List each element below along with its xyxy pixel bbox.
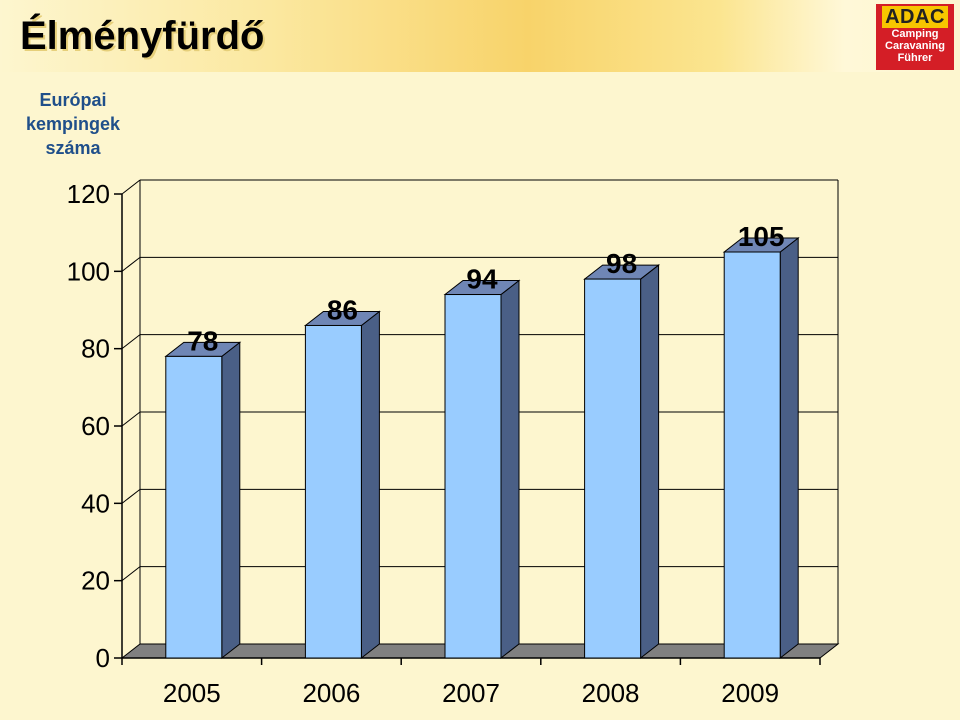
bar xyxy=(584,278,642,659)
data-label: 105 xyxy=(738,221,785,252)
data-label: 78 xyxy=(187,325,218,356)
gridline xyxy=(121,566,141,582)
logo-line-2: Caravaning xyxy=(885,40,945,52)
bar xyxy=(723,251,781,659)
y-axis-caption-line: kempingek xyxy=(25,114,121,134)
gridline xyxy=(121,334,141,350)
bar-side xyxy=(779,236,799,660)
logo-line-1: Camping xyxy=(891,28,939,40)
y-axis-caption: Európai kempingek száma xyxy=(18,88,128,160)
header-band xyxy=(0,0,960,72)
logo-line-3: Führer xyxy=(897,52,933,64)
x-category-label: 2008 xyxy=(582,678,640,708)
bar-side xyxy=(360,310,380,660)
bar-side xyxy=(221,341,241,660)
data-label: 98 xyxy=(606,248,637,279)
gridline xyxy=(121,488,141,504)
logo-brand: ADAC xyxy=(882,6,948,28)
bar xyxy=(304,324,362,659)
x-category-label: 2005 xyxy=(163,678,221,708)
adac-logo: ADAC Camping Caravaning Führer xyxy=(876,4,954,70)
y-axis-caption-line: Európai xyxy=(39,90,107,110)
y-tick-label: 60 xyxy=(81,411,110,441)
x-category-label: 2009 xyxy=(721,678,779,708)
y-tick-label: 0 xyxy=(96,643,110,673)
y-axis-caption-line: száma xyxy=(45,138,101,158)
y-tick-label: 20 xyxy=(81,566,110,596)
y-tick-label: 40 xyxy=(81,488,110,518)
y-tick-label: 80 xyxy=(81,334,110,364)
bar xyxy=(444,294,502,659)
data-label: 86 xyxy=(327,294,358,325)
bar-side xyxy=(640,264,660,660)
y-tick-label: 120 xyxy=(67,179,110,209)
x-category-label: 2007 xyxy=(442,678,500,708)
data-label: 94 xyxy=(466,264,498,295)
gridline xyxy=(121,179,141,195)
page-title: Élményfürdő xyxy=(20,14,265,58)
y-tick-label: 100 xyxy=(67,256,110,286)
x-category-label: 2006 xyxy=(302,678,360,708)
gridline xyxy=(121,411,141,427)
bar xyxy=(165,355,223,659)
bar-side xyxy=(500,279,520,660)
gridline xyxy=(121,256,141,272)
